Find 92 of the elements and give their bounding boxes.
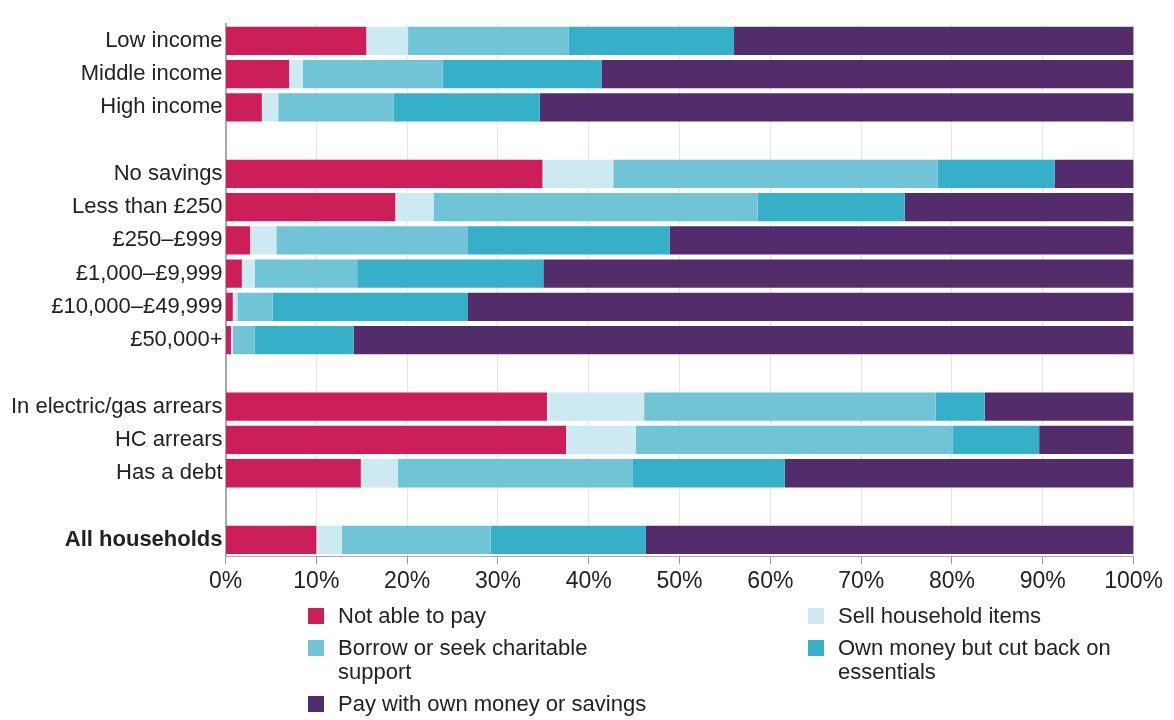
- bar: [442, 59, 602, 89]
- bar: [226, 26, 367, 55]
- bar: [937, 159, 1055, 189]
- x-tick-label: 100%: [1104, 566, 1163, 593]
- x-tick-label: 60%: [747, 566, 794, 593]
- bar: [601, 59, 1134, 89]
- bar: [226, 459, 361, 488]
- bar: [398, 459, 633, 488]
- y-tick-label: No savings: [113, 159, 223, 185]
- bar: [433, 193, 758, 222]
- bar: [226, 525, 317, 554]
- bar: [250, 226, 277, 255]
- y-tick-label: £250–£999: [112, 226, 223, 252]
- bar: [757, 193, 905, 222]
- y-tick-label: All households: [64, 525, 223, 551]
- legend-label: Borrow or seek charitable support: [338, 635, 589, 684]
- bar: [734, 26, 1134, 55]
- y-tick-label: In electric/gas arrears: [10, 392, 223, 418]
- bar: [952, 425, 1040, 455]
- bar: [543, 259, 1134, 288]
- bar: [254, 326, 354, 355]
- bar: [226, 93, 262, 122]
- legend-label: Sell household items: [838, 603, 1042, 628]
- y-tick-label: Has a debt: [116, 459, 223, 485]
- bar: [904, 193, 1134, 222]
- x-tick-label: 10%: [293, 566, 340, 593]
- bar: [276, 226, 468, 255]
- x-tick-label: 90%: [1019, 566, 1066, 593]
- legend-label: Pay with own money or savings: [338, 691, 647, 716]
- bar: [353, 326, 1134, 355]
- bar: [632, 459, 785, 488]
- x-tick-label: 40%: [565, 566, 612, 593]
- legend-label: Not able to pay: [338, 603, 486, 628]
- bar: [393, 93, 540, 122]
- bar: [669, 226, 1134, 255]
- bar: [232, 326, 255, 355]
- bar: [237, 292, 273, 322]
- bar: [341, 525, 491, 554]
- bar: [226, 159, 543, 189]
- x-tick-label: 80%: [928, 566, 975, 593]
- bar: [568, 26, 735, 55]
- bar: [254, 259, 358, 288]
- bar: [566, 425, 636, 455]
- bar: [226, 326, 231, 355]
- bar: [226, 292, 233, 322]
- legend-label: Own money but cut back on essentials: [838, 635, 1112, 684]
- bar: [467, 292, 1134, 322]
- bar: [226, 259, 242, 288]
- bar: [316, 525, 342, 554]
- bar: [635, 425, 953, 455]
- x-tick-label: 30%: [474, 566, 521, 593]
- y-tick-label: High income: [100, 93, 223, 119]
- bar: [395, 193, 434, 222]
- bar: [644, 392, 936, 421]
- bar: [490, 525, 646, 554]
- y-tick-label: Middle income: [80, 60, 223, 86]
- x-tick-label: 50%: [656, 566, 703, 593]
- bar: [226, 425, 567, 455]
- bar: [261, 93, 279, 122]
- bar: [357, 259, 544, 288]
- bar: [784, 459, 1134, 488]
- bar: [278, 93, 394, 122]
- y-tick-label: £1,000–£9,999: [75, 259, 223, 285]
- bar: [613, 159, 938, 189]
- bar: [645, 525, 1134, 554]
- y-tick-label: Less than £250: [72, 193, 223, 219]
- bar: [546, 392, 645, 421]
- y-tick-label: £10,000–£49,999: [51, 292, 223, 318]
- x-tick-label: 70%: [838, 566, 885, 593]
- x-tick-label: 0%: [208, 566, 243, 593]
- bar: [226, 392, 547, 421]
- bar: [226, 193, 396, 222]
- bar: [302, 59, 443, 89]
- y-tick-label: £50,000+: [130, 326, 223, 352]
- bar: [272, 292, 468, 322]
- bar: [539, 93, 1134, 122]
- bar: [408, 26, 569, 55]
- bar: [360, 459, 399, 488]
- bar: [241, 259, 255, 288]
- bar: [467, 226, 670, 255]
- y-tick-label: Low income: [105, 26, 223, 52]
- bar: [366, 26, 409, 55]
- bar: [226, 59, 290, 89]
- bar: [984, 392, 1134, 421]
- bar: [935, 392, 985, 421]
- bar: [542, 159, 614, 189]
- bar: [1054, 159, 1134, 189]
- y-tick-label: HC arrears: [114, 426, 223, 452]
- bar: [289, 59, 303, 89]
- x-tick-label: 20%: [384, 566, 431, 593]
- bar: [1039, 425, 1134, 455]
- bar: [226, 226, 251, 255]
